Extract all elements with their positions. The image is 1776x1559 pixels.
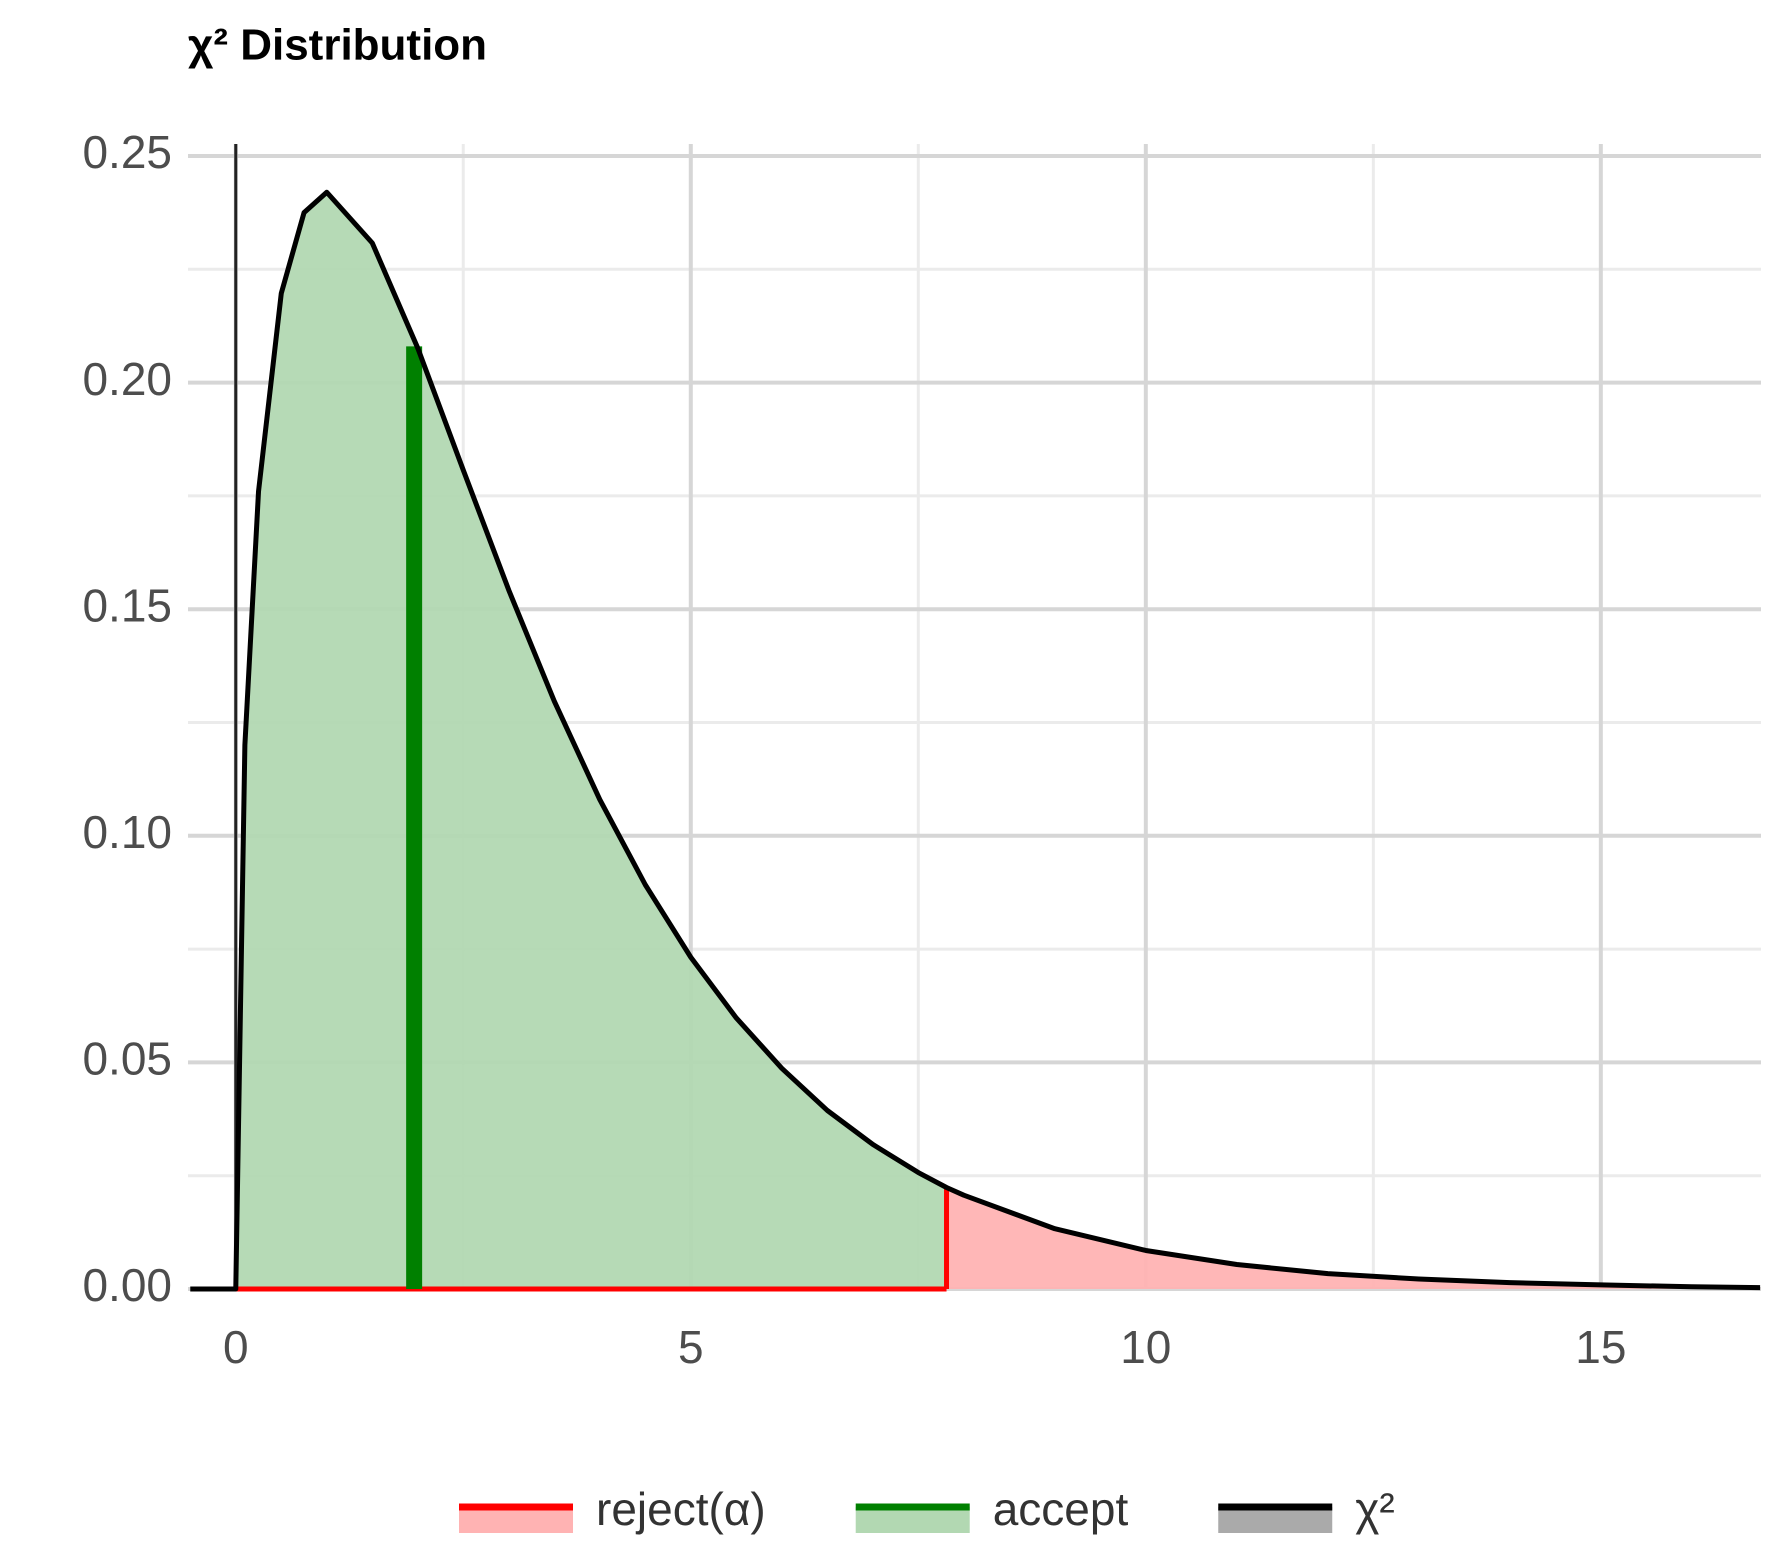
legend-key-fill [1218,1507,1333,1533]
y-tick-label: 0.15 [82,579,172,631]
chart-title: χ² Distribution [188,21,487,70]
legend-label: reject(α) [596,1483,766,1535]
density-line [190,189,1761,1292]
reject-area [946,1187,1761,1289]
x-tick-label: 0 [223,1321,249,1373]
y-tick-label: 0.20 [82,353,172,405]
accept-area [235,192,947,1290]
legend-key-fill [459,1507,573,1533]
x-tick-label: 15 [1575,1321,1626,1373]
y-tick-label: 0.10 [82,806,172,858]
y-tick-label: 0.05 [82,1033,172,1085]
legend-label: χ² [1355,1483,1394,1535]
y-tick-label: 0.00 [82,1259,172,1311]
legend-label: accept [993,1483,1129,1535]
legend-key-fill [855,1507,970,1533]
x-tick-label: 5 [678,1321,704,1373]
y-tick-label: 0.25 [82,126,172,178]
x-tick-label: 10 [1120,1321,1171,1373]
